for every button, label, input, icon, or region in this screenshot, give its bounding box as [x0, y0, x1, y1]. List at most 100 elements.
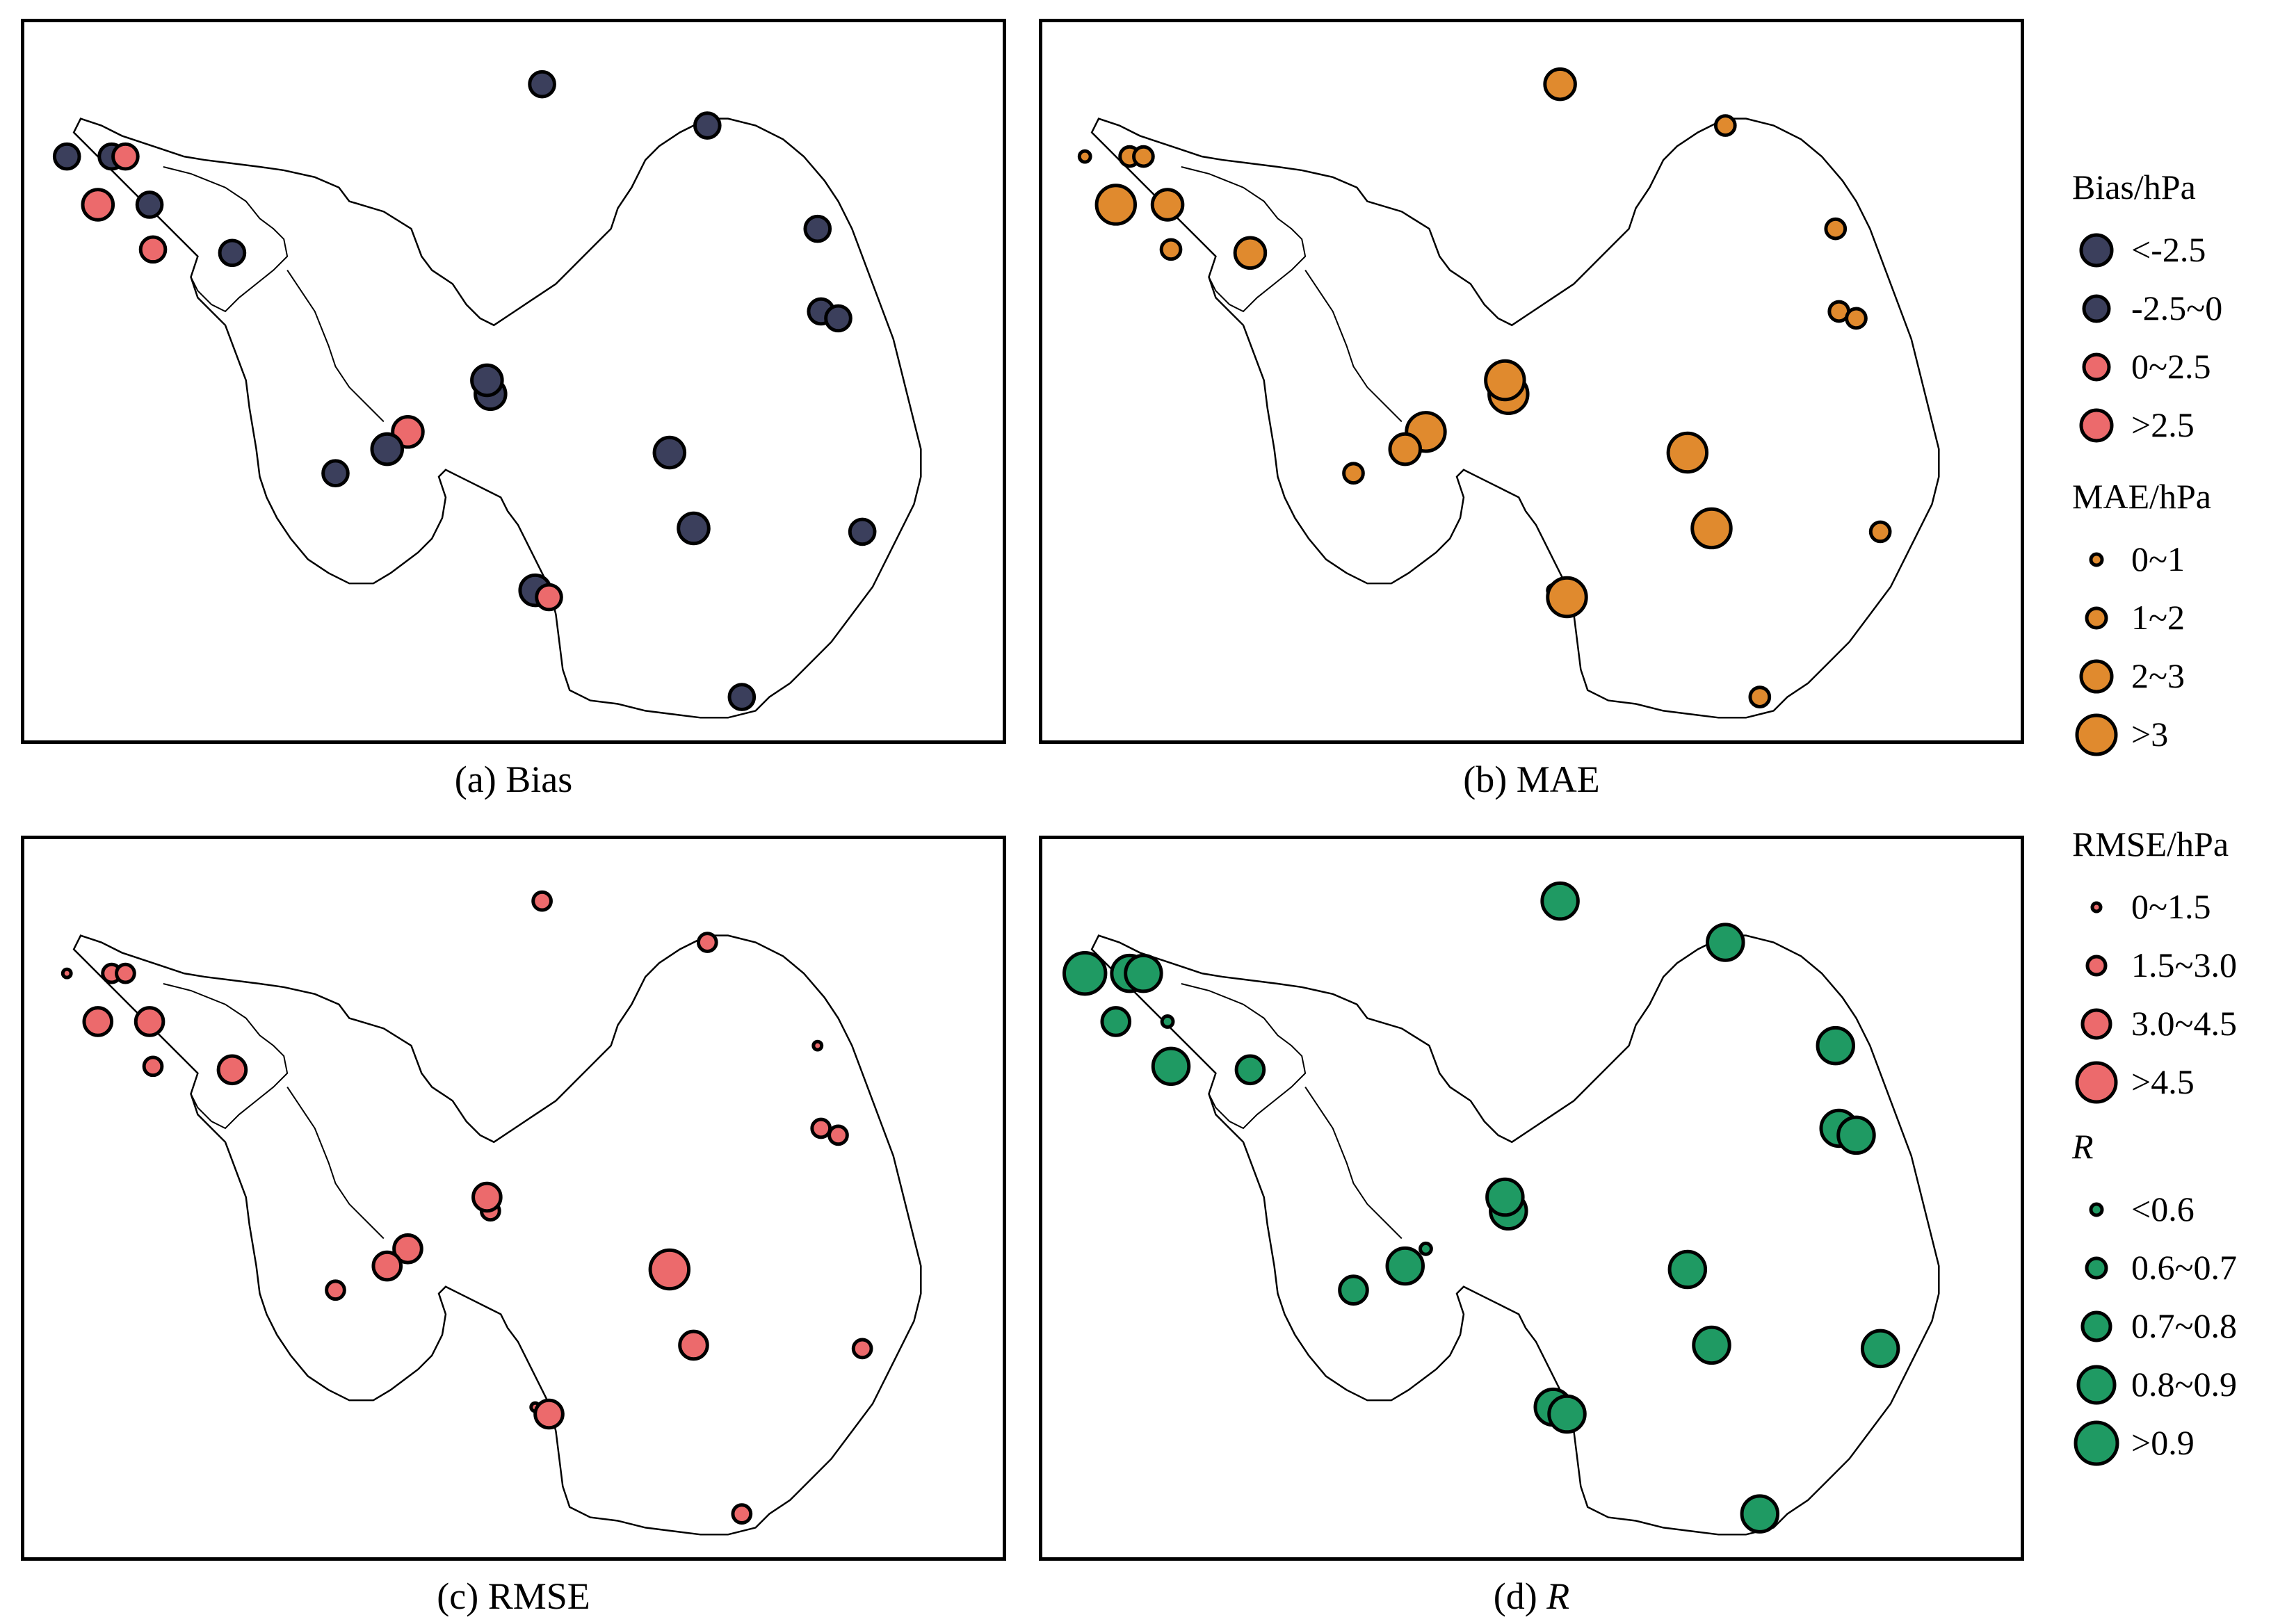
legend-rmse-symbol — [2080, 1008, 2112, 1040]
station-marker-rmse — [531, 890, 553, 912]
station-marker-mae — [1666, 431, 1709, 474]
panel-b-map — [1039, 19, 2024, 744]
legend-r-symbol — [2089, 1202, 2104, 1217]
station-marker-bias — [528, 70, 556, 99]
legend-r-symbol — [2080, 1310, 2112, 1342]
station-marker-bias — [824, 304, 852, 333]
panel-c-map — [21, 836, 1006, 1561]
legend-r-title: R — [2072, 1126, 2094, 1167]
station-marker-mae — [1845, 307, 1868, 330]
station-marker-bias — [81, 188, 115, 222]
station-marker-mae — [1690, 507, 1733, 550]
legend-mae-item: 1~2 — [2131, 598, 2185, 637]
legend-symbols — [2074, 233, 2119, 1466]
station-marker-rmse — [811, 1039, 824, 1052]
legend-r-item: 0.8~0.9 — [2131, 1365, 2238, 1404]
station-marker-bias — [803, 214, 832, 243]
station-marker-mae — [1077, 149, 1092, 164]
station-marker-bias — [370, 432, 405, 466]
station-marker-rmse — [142, 1055, 164, 1078]
caption-d: (d) R — [1039, 1575, 2024, 1618]
caption-b-prefix: (b) — [1463, 758, 1517, 800]
station-marker-r — [1151, 1046, 1191, 1087]
legend-bias-item: -2.5~0 — [2131, 289, 2223, 327]
legend-rmse-symbol — [2075, 1061, 2118, 1104]
legend-rmse-symbol — [2090, 901, 2103, 914]
legend-rmse-symbol — [2085, 955, 2108, 977]
caption-a-main: Bias — [506, 758, 573, 800]
station-marker-rmse — [60, 967, 73, 980]
station-marker-bias — [321, 459, 350, 488]
station-marker-rmse — [371, 1250, 403, 1282]
caption-d-prefix: (d) — [1493, 1575, 1547, 1617]
legend-r-item: <0.6 — [2131, 1189, 2195, 1228]
coastline — [72, 117, 922, 719]
legend-bias-symbol — [2079, 408, 2114, 443]
legend-mae-item: 0~1 — [2131, 539, 2185, 578]
legend-rmse-item: 1.5~3.0 — [2131, 945, 2238, 984]
station-marker-rmse — [851, 1338, 873, 1360]
legend-mae-symbol — [2089, 552, 2104, 567]
station-marker-bias — [218, 238, 247, 268]
caption-c-main: RMSE — [487, 1575, 590, 1617]
ice-shelf-edge — [163, 983, 289, 1130]
legend-rmse-title: RMSE/hPa — [2072, 825, 2229, 863]
station-marker-r — [1124, 953, 1163, 993]
legend-r-item: >0.9 — [2131, 1423, 2195, 1462]
station-marker-mae — [1543, 67, 1577, 102]
legend-mae-symbol — [2075, 713, 2118, 756]
station-marker-rmse — [731, 1503, 753, 1525]
station-marker-rmse — [678, 1329, 709, 1361]
station-marker-bias — [727, 683, 757, 711]
caption-b: (b) MAE — [1039, 758, 2024, 801]
station-marker-rmse — [533, 1398, 565, 1430]
station-marker-rmse — [115, 962, 136, 984]
legend-mae-symbol — [2079, 659, 2114, 694]
station-marker-rmse — [392, 1233, 423, 1265]
map-svg-a — [52, 70, 922, 719]
station-marker-r — [1385, 1246, 1425, 1286]
station-marker-bias — [52, 142, 81, 171]
station-marker-r — [1540, 881, 1580, 921]
legend-bias-symbol — [2082, 294, 2111, 323]
station-marker-r — [1706, 923, 1745, 962]
map-svg-b — [1077, 67, 1940, 719]
legend-bias-title: Bias/hPa — [2072, 168, 2196, 206]
station-marker-rmse — [82, 1006, 114, 1037]
station-marker-mae — [1713, 114, 1737, 137]
legend-bias-symbol — [2082, 352, 2111, 382]
station-marker-mae — [1094, 184, 1137, 226]
station-marker-bias — [693, 111, 722, 140]
ice-shelf-edge — [163, 166, 289, 313]
station-marker-rmse — [648, 1248, 691, 1291]
station-marker-mae — [1159, 238, 1183, 261]
station-marker-bias — [111, 142, 140, 171]
station-marker-mae — [1824, 217, 1848, 241]
caption-c: (c) RMSE — [21, 1575, 1006, 1618]
station-marker-mae — [1748, 685, 1772, 708]
station-marker-r — [1234, 1054, 1266, 1086]
station-marker-r — [1547, 1394, 1587, 1434]
station-marker-r — [1692, 1325, 1731, 1365]
legend-rmse-item: 0~1.5 — [2131, 887, 2211, 926]
station-marker-bias — [138, 235, 168, 264]
station-marker-bias — [652, 435, 687, 470]
legend-rmse-item: 3.0~4.5 — [2131, 1004, 2238, 1043]
station-marker-r — [1667, 1249, 1708, 1290]
station-marker-bias — [135, 190, 164, 219]
station-marker-mae — [1233, 236, 1268, 270]
legend-bias-item: <-2.5 — [2131, 230, 2206, 269]
caption-a-prefix: (a) — [454, 758, 506, 800]
station-marker-rmse — [471, 1181, 503, 1213]
caption-c-prefix: (c) — [437, 1575, 488, 1617]
ice-shelf-edge — [1304, 269, 1403, 423]
station-marker-mae — [1150, 188, 1185, 222]
legend-r-symbol — [2076, 1365, 2117, 1405]
station-marker-r — [1816, 1025, 1855, 1066]
station-marker-mae — [1868, 520, 1892, 544]
coastline — [72, 934, 922, 1536]
station-marker-bias — [677, 511, 711, 546]
legend-mae-symbol — [2085, 606, 2108, 630]
coastline — [1090, 117, 1940, 719]
station-marker-r — [1338, 1274, 1369, 1306]
